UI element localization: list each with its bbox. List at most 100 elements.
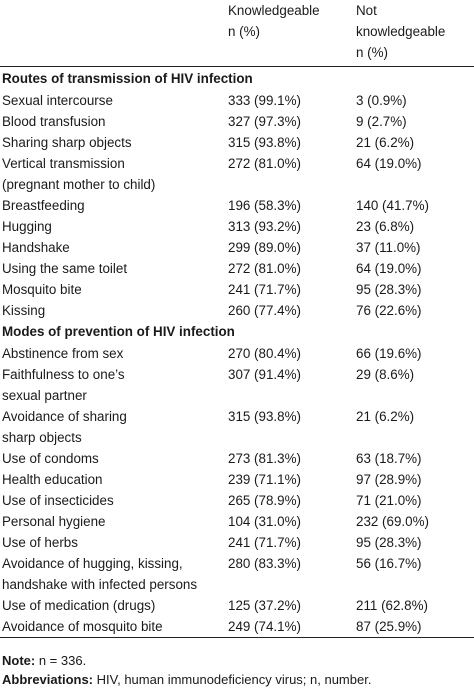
not-knowledgeable-cell: 64 (19.0%) <box>356 261 422 276</box>
knowledgeable-cell: 313 (93.2%) <box>228 219 301 234</box>
knowledgeable-cell: 270 (80.4%) <box>228 346 301 361</box>
header-row: Knowledgeable n (%) Not knowledgeable n … <box>0 0 474 67</box>
row-label: Use of insecticides <box>0 490 226 511</box>
section-title: Modes of prevention of HIV infection <box>2 324 235 339</box>
table-body: Routes of transmission of HIV infection S… <box>0 67 474 638</box>
knowledgeable-cell: 307 (91.4%) <box>228 367 301 382</box>
row-label-line: Kissing <box>2 303 46 318</box>
row-label-line: Use of condoms <box>2 451 99 466</box>
knowledgeable-cell: 272 (81.0%) <box>228 156 301 171</box>
row-label-line: Abstinence from sex <box>2 346 124 361</box>
row-label-line: Health education <box>2 472 103 487</box>
row-label: Sharing sharp objects <box>0 132 226 153</box>
section-heading-row: Routes of transmission of HIV infection <box>0 67 474 91</box>
note-line: Note: n = 336. <box>2 651 472 670</box>
row-label: Breastfeeding <box>0 195 226 216</box>
row-label-line: sharp objects <box>2 430 82 445</box>
table-row: Avoidance of mosquito bite 249 (74.1%) 87 … <box>0 616 474 638</box>
knowledgeable-cell: 299 (89.0%) <box>228 240 301 255</box>
not-knowledgeable-cell: 87 (25.9%) <box>354 616 474 638</box>
knowledgeable-cell: 241 (71.7%) <box>228 535 301 550</box>
row-label-line: Use of insecticides <box>2 493 114 508</box>
table-row: Avoidance of sharing sharp objects 315 (93… <box>0 406 474 448</box>
not-knowledgeable-cell: 23 (6.8%) <box>356 219 415 234</box>
row-label: Health education <box>0 469 226 490</box>
row-label: Faithfulness to one’s sexual partner <box>0 364 226 406</box>
not-knowledgeable-cell: 95 (28.3%) <box>356 535 422 550</box>
table-row: Kissing 260 (77.4%) 76 (22.6%) <box>0 300 474 321</box>
table-row: Blood transfusion 327 (97.3%) 9 (2.7%) <box>0 111 474 132</box>
table-row: Use of herbs 241 (71.7%) 95 (28.3%) <box>0 532 474 553</box>
abbreviations-text: HIV, human immunodeficiency virus; n, nu… <box>93 672 372 687</box>
table-row: Personal hygiene 104 (31.0%) 232 (69.0%) <box>0 511 474 532</box>
header-item <box>0 0 226 67</box>
table-row: Use of insecticides 265 (78.9%) 71 (21.0%) <box>0 490 474 511</box>
row-label: Sexual intercourse <box>0 90 226 111</box>
table-row: Faithfulness to one’s sexual partner 307 (… <box>0 364 474 406</box>
knowledgeable-cell: 333 (99.1%) <box>228 93 301 108</box>
row-label: Handshake <box>0 237 226 258</box>
row-label: Use of herbs <box>0 532 226 553</box>
header-knowledgeable: Knowledgeable n (%) <box>226 0 354 67</box>
row-label-line: (pregnant mother to child) <box>2 177 156 192</box>
not-knowledgeable-cell: 211 (62.8%) <box>356 598 428 613</box>
header-knowledgeable-line2: n (%) <box>228 24 260 39</box>
row-label: Kissing <box>0 300 226 321</box>
knowledgeable-cell: 327 (97.3%) <box>228 114 301 129</box>
abbreviations-line: Abbreviations: HIV, human immunodeficien… <box>2 670 472 689</box>
header-not-knowledgeable-line1: Not <box>356 3 377 18</box>
not-knowledgeable-cell: 76 (22.6%) <box>356 303 422 318</box>
knowledgeable-cell: 239 (71.1%) <box>228 472 301 487</box>
not-knowledgeable-cell: 64 (19.0%) <box>356 156 422 171</box>
table-row: Sharing sharp objects 315 (93.8%) 21 (6.2%… <box>0 132 474 153</box>
table-row: Use of condoms 273 (81.3%) 63 (18.7%) <box>0 448 474 469</box>
section-title: Routes of transmission of HIV infection <box>2 71 253 86</box>
table-row: Use of medication (drugs) 125 (37.2%) 211 … <box>0 595 474 616</box>
table-row: Handshake 299 (89.0%) 37 (11.0%) <box>0 237 474 258</box>
row-label-line: Personal hygiene <box>2 514 106 529</box>
not-knowledgeable-cell: 29 (8.6%) <box>356 367 415 382</box>
not-knowledgeable-cell: 37 (11.0%) <box>356 240 421 255</box>
table-row: Mosquito bite 241 (71.7%) 95 (28.3%) <box>0 279 474 300</box>
knowledgeable-cell: 272 (81.0%) <box>228 261 301 276</box>
not-knowledgeable-cell: 56 (16.7%) <box>356 556 422 571</box>
not-knowledgeable-cell: 9 (2.7%) <box>356 114 407 129</box>
knowledgeable-cell: 249 (74.1%) <box>226 616 354 638</box>
table-row: Avoidance of hugging, kissing, handshake … <box>0 553 474 595</box>
row-label-line: Breastfeeding <box>2 198 85 213</box>
row-label-line: handshake with infected persons <box>2 577 198 592</box>
row-label-line: Faithfulness to one’s <box>2 367 125 382</box>
section-heading-row: Modes of prevention of HIV infection <box>0 321 474 343</box>
not-knowledgeable-cell: 95 (28.3%) <box>356 282 422 297</box>
row-label: Abstinence from sex <box>0 343 226 364</box>
row-label: Blood transfusion <box>0 111 226 132</box>
row-label-line: Sexual intercourse <box>2 93 113 108</box>
header-not-knowledgeable: Not knowledgeable n (%) <box>354 0 474 67</box>
row-label-line: Hugging <box>2 219 52 234</box>
row-label: Avoidance of mosquito bite <box>0 616 226 638</box>
row-label: Use of medication (drugs) <box>0 595 226 616</box>
table-row: Using the same toilet 272 (81.0%) 64 (19.0… <box>0 258 474 279</box>
knowledgeable-cell: 265 (78.9%) <box>228 493 301 508</box>
knowledgeable-cell: 315 (93.8%) <box>228 135 301 150</box>
row-label: Mosquito bite <box>0 279 226 300</box>
knowledgeable-cell: 241 (71.7%) <box>228 282 301 297</box>
row-label-line: Use of herbs <box>2 535 78 550</box>
header-knowledgeable-line1: Knowledgeable <box>228 3 320 18</box>
table-row: Health education 239 (71.1%) 97 (28.9%) <box>0 469 474 490</box>
row-label: Hugging <box>0 216 226 237</box>
row-label-line: Mosquito bite <box>2 282 82 297</box>
row-label: Use of condoms <box>0 448 226 469</box>
not-knowledgeable-cell: 97 (28.9%) <box>356 472 422 487</box>
row-label-line: Using the same toilet <box>2 261 128 276</box>
row-label-line: Use of medication (drugs) <box>2 598 156 613</box>
row-label: Vertical transmission (pregnant mother to… <box>0 153 226 195</box>
not-knowledgeable-cell: 63 (18.7%) <box>356 451 422 466</box>
table-notes: Note: n = 336. Abbreviations: HIV, human… <box>2 651 472 689</box>
row-label-line: Avoidance of mosquito bite <box>2 619 163 634</box>
row-label-line: Avoidance of hugging, kissing, <box>2 556 183 571</box>
header-not-knowledgeable-line3: n (%) <box>356 45 388 60</box>
table-row: Breastfeeding 196 (58.3%) 140 (41.7%) <box>0 195 474 216</box>
not-knowledgeable-cell: 3 (0.9%) <box>356 93 407 108</box>
